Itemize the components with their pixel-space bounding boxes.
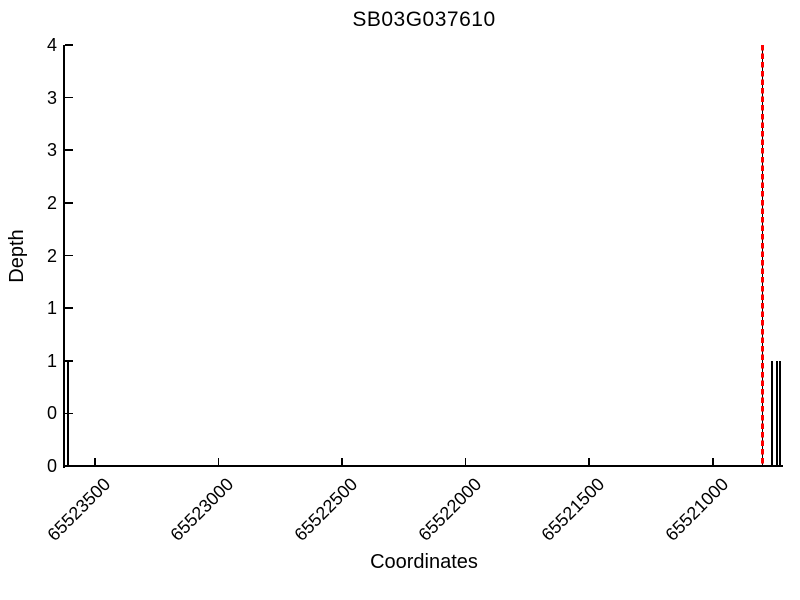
x-tick	[464, 458, 467, 466]
x-tick-label: 65521500	[537, 474, 609, 545]
x-tick	[341, 458, 343, 466]
x-tick	[217, 458, 220, 466]
x-axis-label: Coordinates	[370, 551, 478, 573]
y-tick	[65, 254, 73, 257]
depth-bar	[67, 360, 70, 466]
chart-title: SB03G037610	[352, 8, 496, 31]
y-axis-spine	[63, 45, 66, 468]
y-tick	[65, 149, 73, 152]
x-tick-label: 65523000	[166, 474, 238, 545]
y-tick	[65, 202, 73, 204]
y-tick-label: 4	[46, 35, 57, 55]
y-tick-label: 2	[46, 192, 57, 213]
y-tick-label: 3	[46, 140, 57, 161]
gene-position-marker-line	[760, 45, 764, 466]
depth-bar	[776, 360, 779, 466]
x-tick	[94, 458, 96, 466]
y-tick	[65, 96, 73, 99]
y-tick-label: 1	[46, 298, 57, 319]
y-tick-label: 3	[46, 87, 57, 108]
depth-bar	[770, 360, 773, 466]
x-tick-label: 65523500	[43, 474, 115, 545]
y-tick	[65, 359, 73, 362]
x-axis-spine	[63, 465, 783, 467]
x-tick	[588, 458, 591, 466]
x-tick-label: 65522500	[290, 474, 362, 545]
x-tick-label: 65522000	[414, 474, 485, 545]
x-tick	[712, 458, 714, 466]
y-tick	[65, 44, 73, 46]
y-tick-label: 1	[46, 350, 57, 371]
y-tick-label: 0	[46, 403, 57, 424]
depth-bar	[778, 360, 781, 466]
y-tick-label: 2	[46, 245, 57, 266]
y-tick	[65, 307, 73, 309]
y-tick-label: 0	[46, 456, 57, 476]
x-tick-label: 65521000	[661, 474, 732, 545]
